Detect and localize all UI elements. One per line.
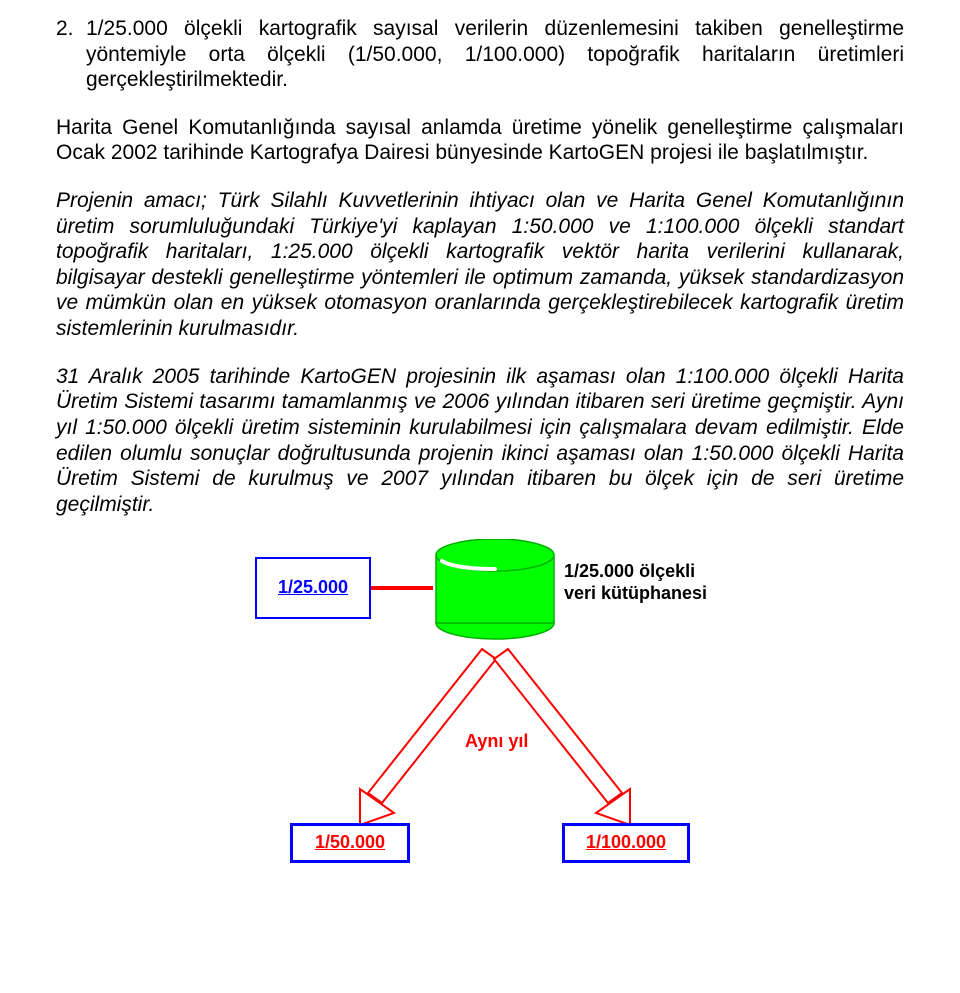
paragraph-1-text: 1/25.000 ölçekli kartografik sayısal ver… bbox=[86, 17, 904, 91]
mid-label: Aynı yıl bbox=[465, 731, 528, 753]
box-1-50000: 1/50.000 bbox=[290, 823, 410, 863]
database-cylinder-icon bbox=[436, 539, 554, 639]
list-number: 2. bbox=[56, 16, 86, 42]
database-label-line2: veri kütüphanesi bbox=[564, 583, 707, 603]
box-1-100000: 1/100.000 bbox=[562, 823, 690, 863]
paragraph-4: 31 Aralık 2005 tarihinde KartoGEN projes… bbox=[56, 364, 904, 518]
paragraph-1: 2.1/25.000 ölçekli kartografik sayısal v… bbox=[56, 16, 904, 93]
box-label: 1/25.000 bbox=[278, 577, 348, 599]
box-label: 1/50.000 bbox=[315, 832, 385, 854]
paragraph-3: Projenin amacı; Türk Silahlı Kuvvetlerin… bbox=[56, 188, 904, 342]
flow-diagram: 1/25.000 1/25.000 ölçekli veri kütüphane… bbox=[160, 539, 800, 869]
paragraph-2: Harita Genel Komutanlığında sayısal anla… bbox=[56, 115, 904, 166]
box-label: 1/100.000 bbox=[586, 832, 666, 854]
database-label: 1/25.000 ölçekli veri kütüphanesi bbox=[564, 561, 707, 604]
document-page: 2.1/25.000 ölçekli kartografik sayısal v… bbox=[0, 0, 960, 909]
database-label-line1: 1/25.000 ölçekli bbox=[564, 561, 695, 581]
box-1-25000: 1/25.000 bbox=[255, 557, 371, 619]
